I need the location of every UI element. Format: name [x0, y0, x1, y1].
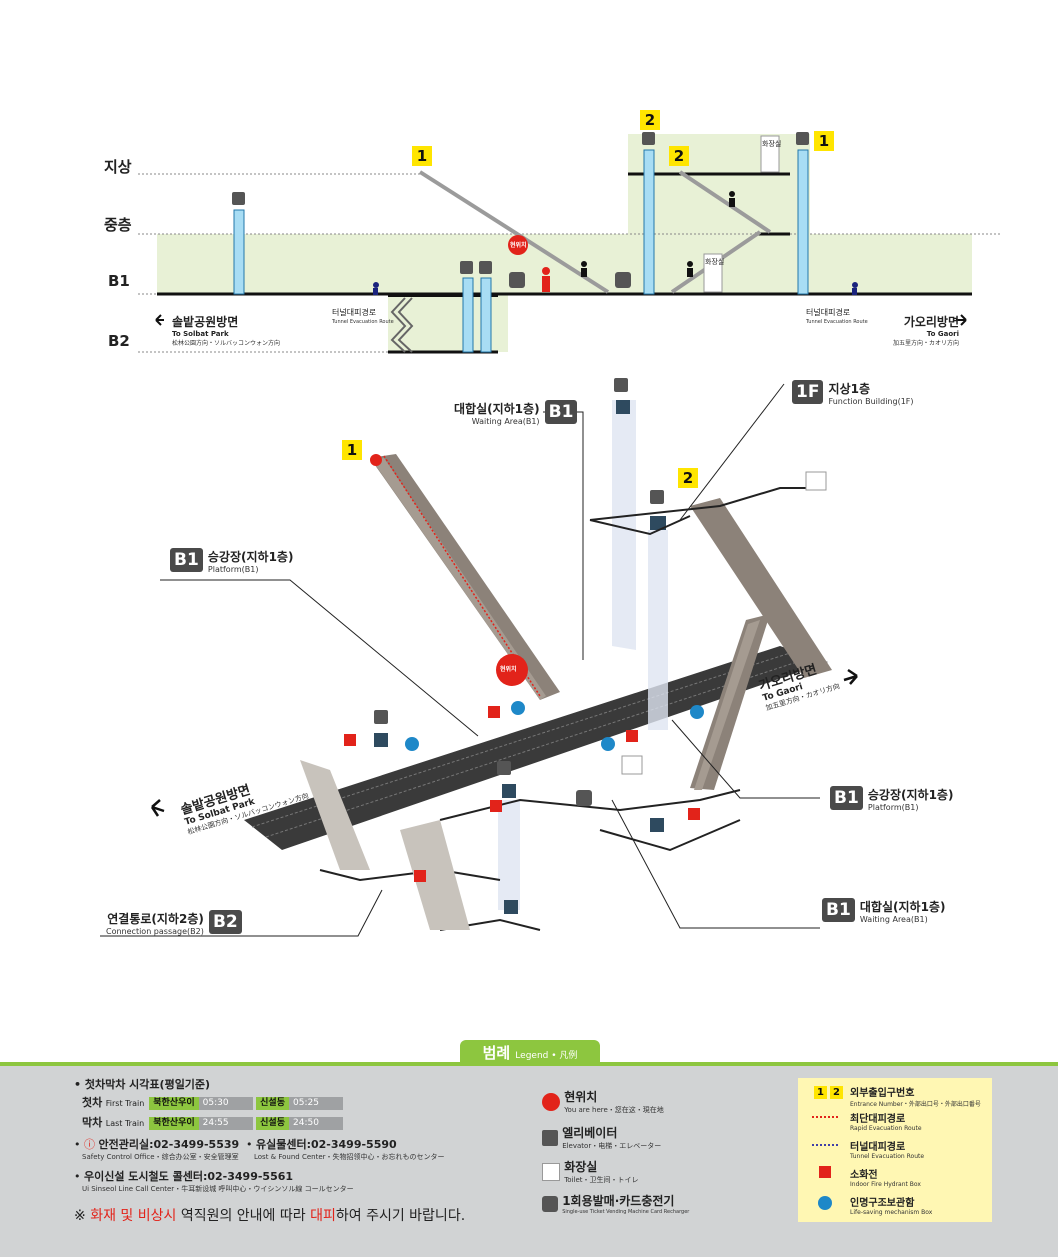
- info-icon: ⓘ: [84, 1138, 95, 1151]
- safety-office: • ⓘ 안전관리실:02-3499-5539 Safety Control Of…: [74, 1138, 240, 1161]
- legend-entrance-1: 1: [814, 1086, 827, 1099]
- legend-you-are-here: 현위치 You are here・您在这・現在地: [542, 1088, 664, 1115]
- tunnel-evacuation-icon: [812, 1144, 838, 1146]
- section-entrance-1-right: 1: [814, 131, 834, 151]
- plan-entrance-2: 2: [678, 468, 698, 488]
- lost-found: • 유실물센터:02-3499-5590 Lost & Found Center…: [246, 1138, 445, 1161]
- level-label-ground: 지상: [104, 158, 132, 176]
- ticket-machine-icon: [542, 1195, 558, 1212]
- section-entrance-2-top: 2: [640, 110, 660, 130]
- elevator-icon: [542, 1129, 558, 1146]
- section-you-are-here: 현위치: [510, 242, 527, 249]
- legend-lifesaving-box: 인명구조보관함 Life-saving mechanism Box: [850, 1198, 933, 1216]
- timetable-last-row: 막차 Last Train 북한산우이 24:55 신설동 24:50: [82, 1114, 343, 1130]
- plan-you-are-here: 현위치: [500, 666, 517, 673]
- legend-entrance-number: 외부출입구번호 Entrance Number・外部出口号・外部出口番号: [850, 1088, 981, 1108]
- you-are-here-icon: [542, 1092, 560, 1111]
- timetable-first-row: 첫차 First Train 북한산우이 05:30 신설동 05:25: [82, 1094, 343, 1110]
- emergency-note: ※ 화재 및 비상시 역직원의 안내에 따라 대피하여 주시기 바랍니다.: [74, 1208, 466, 1224]
- section-tunnel-left: 터널대피경로 Tunnel Evacuation Route: [332, 308, 394, 325]
- symbol-legend: 1 2 외부출입구번호 Entrance Number・外部出口号・外部出口番号 …: [798, 1078, 992, 1222]
- legend-elevator: 엘리베이터 Elevator・电梯・エレベーター: [542, 1124, 661, 1151]
- section-toilet-top: 화장실: [762, 140, 782, 148]
- legend-entrance-2: 2: [830, 1086, 843, 1099]
- callout-function-building: 1F 지상1층 Function Building(1F): [792, 378, 914, 406]
- legend-rapid-evacuation: 최단대피경로 Rapid Evacuation Route: [850, 1114, 922, 1132]
- callout-waiting-right: B1 대합실(지하1층) Waiting Area(B1): [822, 896, 945, 924]
- level-label-mezzanine: 중층: [104, 216, 132, 234]
- section-toilet-b1: 화장실: [705, 258, 725, 266]
- fire-hydrant-icon: [819, 1166, 831, 1178]
- callout-connection-b2: 연결통로(지하2층) Connection passage(B2) B2: [106, 908, 242, 936]
- section-dir-right: 가오리방면 To Gaori 加五里方向・カオリ方向: [893, 315, 960, 347]
- section-dir-left: 솔밭공원방면 To Solbat Park 松林公園方向・ソルバッコンウォン方向: [172, 315, 281, 347]
- lifesaving-box-icon: [818, 1196, 832, 1210]
- section-diagram: [138, 132, 1000, 354]
- section-tunnel-right: 터널대피경로 Tunnel Evacuation Route: [806, 308, 868, 325]
- rapid-evacuation-icon: [812, 1116, 838, 1118]
- timetable-title: • 첫차막차 시각표(평일기준): [74, 1078, 211, 1091]
- callout-platform-left: B1 승강장(지하1층) Platform(B1): [170, 546, 293, 574]
- level-label-b1: B1: [108, 272, 130, 290]
- legend-tunnel-evacuation: 터널대피경로 Tunnel Evacuation Route: [850, 1142, 925, 1160]
- legend-toilet: 화장실 Toilet・卫生间・トイレ: [542, 1158, 639, 1185]
- level-label-b2: B2: [108, 332, 130, 350]
- toilet-icon: [542, 1162, 560, 1181]
- section-entrance-1: 1: [412, 146, 432, 166]
- callout-platform-right: B1 승강장(지하1층) Platform(B1): [830, 784, 953, 812]
- legend-ticket-machine: 1회용발매·카드충전기 Single-use Ticket Vending Mac…: [542, 1192, 689, 1215]
- call-center: • 우이신설 도시철도 콜센터:02-3499-5561 Ui Sinseol …: [74, 1170, 354, 1193]
- plan-entrance-1: 1: [342, 440, 362, 460]
- legend-fire-hydrant: 소화전 Indoor Fire Hydrant Box: [850, 1170, 921, 1188]
- callout-waiting-top: 대합실(지하1층) Waiting Area(B1) B1: [454, 398, 578, 426]
- section-entrance-2: 2: [669, 146, 689, 166]
- station-3d-plan: [100, 378, 858, 937]
- legend-title: 범례 Legend • 凡例: [460, 1040, 600, 1066]
